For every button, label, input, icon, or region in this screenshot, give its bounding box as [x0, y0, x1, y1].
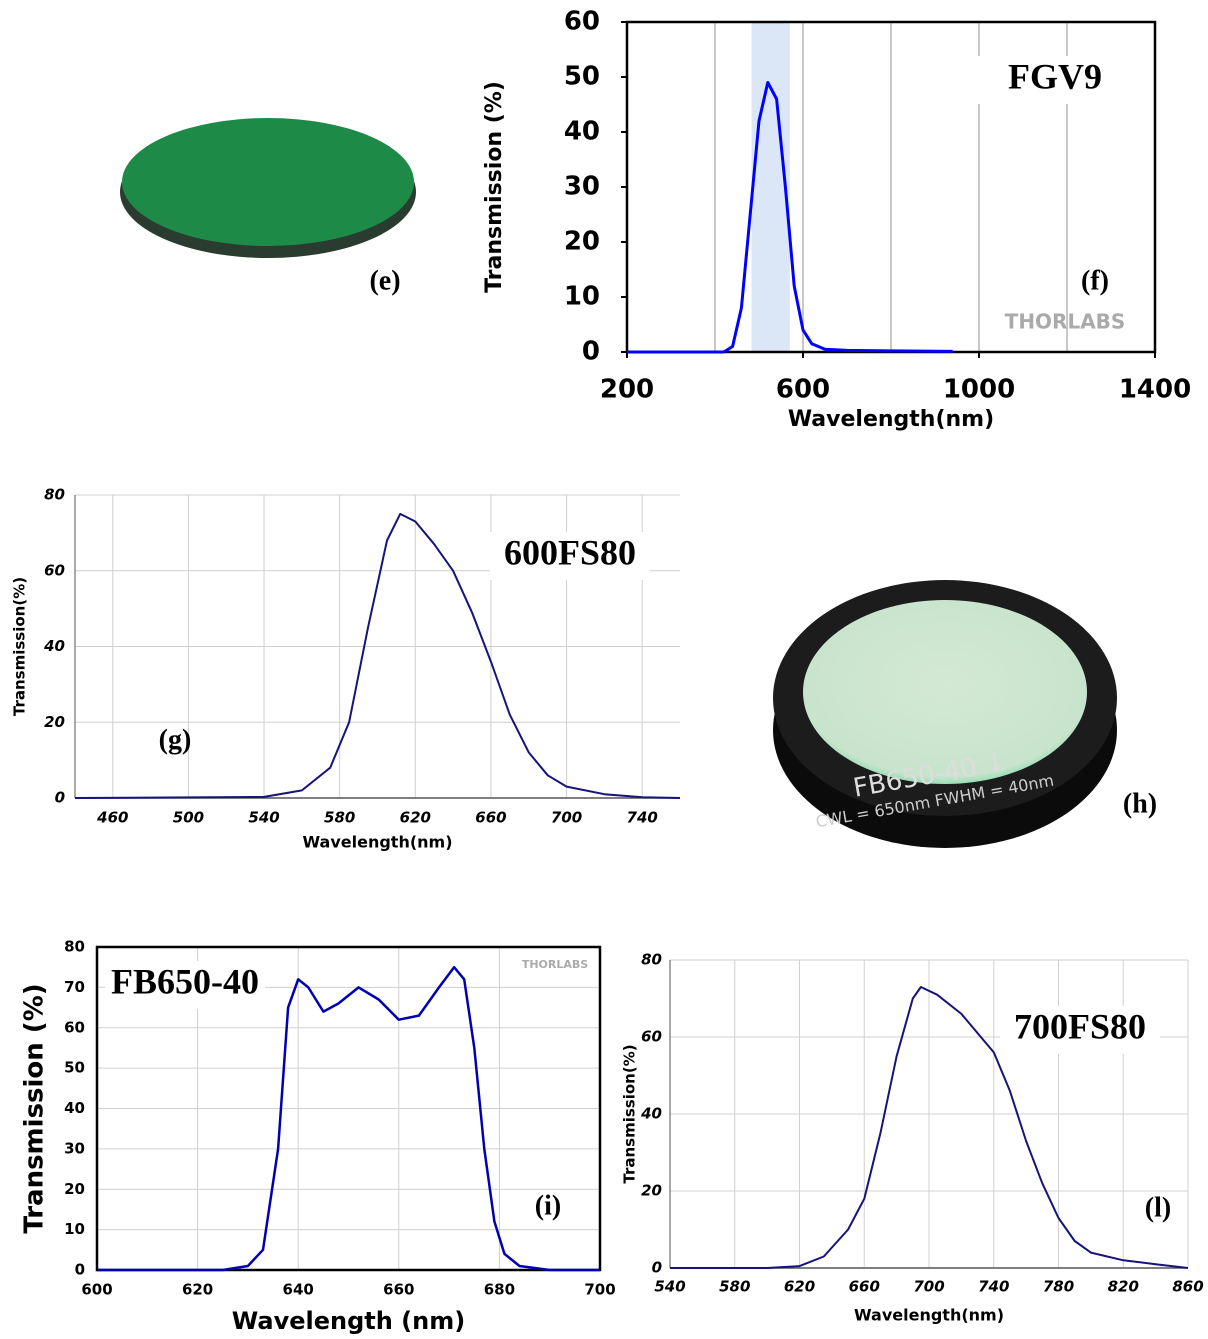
y-tick-label: 20: [44, 713, 65, 731]
y-tick-label: 60: [564, 7, 600, 37]
x-tick-label: 540: [654, 1278, 685, 1296]
disc-face: [122, 118, 414, 246]
filter-photo-e: (e): [120, 118, 416, 296]
title-backdrop: [975, 56, 1135, 104]
y-tick-label: 40: [64, 1099, 85, 1117]
y-tick-label: 80: [44, 486, 65, 504]
y-tick-label: 0: [652, 1259, 662, 1277]
x-tick-label: 460: [96, 809, 128, 827]
y-tick-label: 0: [75, 1261, 85, 1279]
chart-title: 600FS80: [504, 532, 636, 572]
y-axis-label: Transmission(%): [621, 1044, 639, 1183]
x-tick-label: 780: [1043, 1278, 1074, 1296]
x-tick-label: 700: [584, 1281, 615, 1299]
y-axis-label: Transmission(%): [11, 577, 29, 716]
filter-photo-h: FB650-40 ↓ CWL = 650nm FWHM = 40nm (h): [773, 580, 1157, 848]
x-axis-label: Wavelength (nm): [232, 1307, 465, 1335]
chart-title: FGV9: [1008, 56, 1102, 96]
panel-label: (l): [1145, 1192, 1171, 1223]
y-tick-label: 20: [641, 1182, 662, 1200]
y-tick-label: 0: [582, 337, 600, 367]
y-tick-label: 0: [55, 789, 65, 807]
x-tick-label: 600: [81, 1281, 112, 1299]
y-tick-label: 60: [64, 1018, 85, 1036]
x-tick-label: 580: [324, 809, 355, 827]
title-backdrop: [490, 532, 650, 580]
x-tick-label: 540: [248, 809, 279, 827]
y-tick-label: 70: [64, 978, 85, 996]
y-tick-label: 50: [564, 62, 600, 92]
data-line: [627, 81, 953, 354]
panel-label: (g): [159, 724, 192, 755]
x-tick-label: 600: [776, 375, 830, 405]
x-tick-label: 740: [978, 1278, 1009, 1296]
x-tick-label: 1000: [943, 375, 1015, 405]
title-backdrop: [105, 961, 265, 1009]
x-axis-label: Wavelength(nm): [788, 407, 994, 432]
y-tick-label: 10: [64, 1220, 85, 1238]
y-axis-label: Transmission (%): [482, 81, 507, 293]
chart-title: FB650-40: [111, 961, 259, 1001]
panel-label: (e): [369, 265, 400, 296]
chart-title: 700FS80: [1014, 1006, 1146, 1046]
y-tick-label: 60: [641, 1028, 662, 1046]
x-axis-label: Wavelength(nm): [854, 1306, 1004, 1325]
x-axis-label: Wavelength(nm): [302, 833, 452, 852]
x-tick-label: 700: [913, 1278, 944, 1296]
x-tick-label: 640: [283, 1281, 314, 1299]
x-tick-label: 200: [600, 375, 654, 405]
title-backdrop: [1000, 1006, 1160, 1054]
y-axis-label: Transmission (%): [20, 983, 50, 1233]
y-tick-label: 60: [44, 561, 65, 579]
y-tick-label: 40: [43, 637, 65, 655]
x-tick-label: 500: [173, 809, 204, 827]
y-tick-label: 10: [564, 282, 600, 312]
highlight-band: [751, 22, 790, 352]
y-tick-label: 20: [64, 1180, 85, 1198]
x-tick-label: 1400: [1119, 375, 1191, 405]
y-tick-label: 80: [641, 951, 662, 969]
panel-label: (h): [1123, 788, 1157, 819]
panel-label: (f): [1081, 265, 1109, 296]
glass: [803, 600, 1087, 784]
data-line: [670, 986, 1189, 1269]
watermark: THORLABS: [1005, 310, 1126, 334]
x-tick-label: 580: [719, 1278, 750, 1296]
y-tick-label: 80: [64, 938, 85, 956]
x-tick-label: 700: [551, 809, 582, 827]
y-tick-label: 40: [640, 1105, 662, 1123]
x-tick-label: 660: [849, 1278, 880, 1296]
x-tick-label: 860: [1172, 1278, 1203, 1296]
x-tick-label: 620: [400, 809, 431, 827]
y-tick-label: 40: [564, 117, 600, 147]
y-tick-label: 30: [64, 1139, 85, 1157]
x-tick-label: 660: [475, 809, 506, 827]
y-tick-label: 20: [564, 227, 600, 257]
data-line: [74, 512, 681, 799]
x-tick-label: 620: [182, 1281, 213, 1299]
data-line: [97, 965, 600, 1272]
plot-frame: [95, 945, 602, 1272]
x-tick-label: 620: [784, 1278, 815, 1296]
watermark: THORLABS: [522, 958, 588, 971]
x-tick-label: 660: [383, 1281, 414, 1299]
y-tick-label: 30: [564, 172, 600, 202]
x-tick-label: 740: [627, 809, 658, 827]
panel-label: (i): [535, 1190, 561, 1221]
x-tick-label: 680: [484, 1281, 515, 1299]
x-tick-label: 820: [1108, 1278, 1139, 1296]
y-tick-label: 50: [64, 1059, 85, 1077]
